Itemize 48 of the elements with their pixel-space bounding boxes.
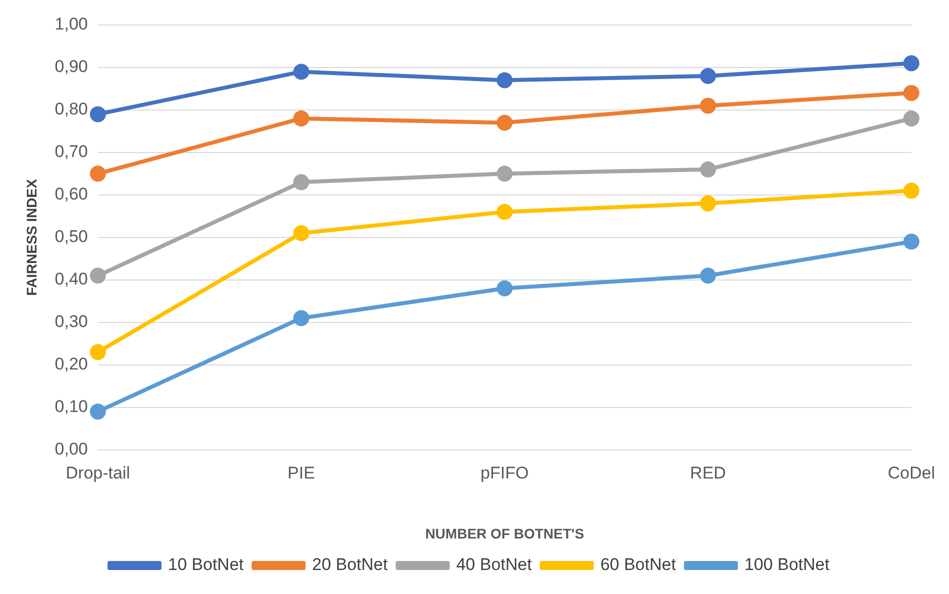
point (496, 114, 513, 131)
x-tick-label: RED (690, 464, 726, 483)
y-axis-title: FAIRNESS INDEX (23, 178, 40, 296)
y-tick-label: 0,00 (54, 439, 88, 458)
point (496, 166, 513, 182)
legend-label: 60 BotNet (600, 555, 676, 574)
y-tick-label: 0,50 (54, 227, 88, 246)
legend-label: 40 BotNet (456, 555, 532, 574)
point (700, 195, 716, 212)
x-tick-label: pFIFO (480, 464, 529, 483)
x-tick-label: Drop-tail (66, 464, 130, 483)
point (903, 234, 920, 250)
legend-label: 100 BotNet (744, 555, 830, 574)
y-tick-label: 0,40 (54, 270, 88, 289)
point (496, 204, 513, 220)
point (903, 55, 920, 72)
point (293, 225, 310, 242)
y-tick-label: 1,00 (54, 14, 88, 34)
y-tick-label: 0,30 (54, 312, 88, 332)
point (700, 268, 716, 284)
point (700, 161, 716, 178)
point (293, 174, 310, 190)
x-tick-label: CoDel (888, 464, 936, 483)
point (90, 268, 106, 284)
point (903, 110, 920, 126)
point (293, 310, 310, 326)
point (700, 98, 716, 114)
x-axis-title: NUMBER OF BOTNET'S (425, 525, 584, 542)
y-tick-label: 0,80 (54, 100, 88, 119)
y-tick-label: 0,20 (54, 354, 88, 374)
legend-label: 10 BotNet (168, 555, 244, 574)
point (90, 344, 106, 360)
point (293, 110, 310, 126)
x-tick-label: PIE (288, 464, 315, 483)
point (90, 106, 106, 122)
point (90, 404, 106, 420)
point (496, 280, 513, 296)
point (90, 166, 106, 182)
y-tick-label: 0,10 (54, 397, 88, 416)
point (903, 84, 920, 101)
y-tick-label: 0,90 (54, 57, 88, 76)
point (903, 182, 920, 199)
y-tick-label: 0,70 (54, 142, 88, 162)
y-tick-label: 0,60 (54, 184, 88, 204)
point (293, 64, 310, 80)
point (496, 72, 513, 88)
point (700, 68, 716, 84)
legend-label: 20 BotNet (312, 555, 388, 574)
